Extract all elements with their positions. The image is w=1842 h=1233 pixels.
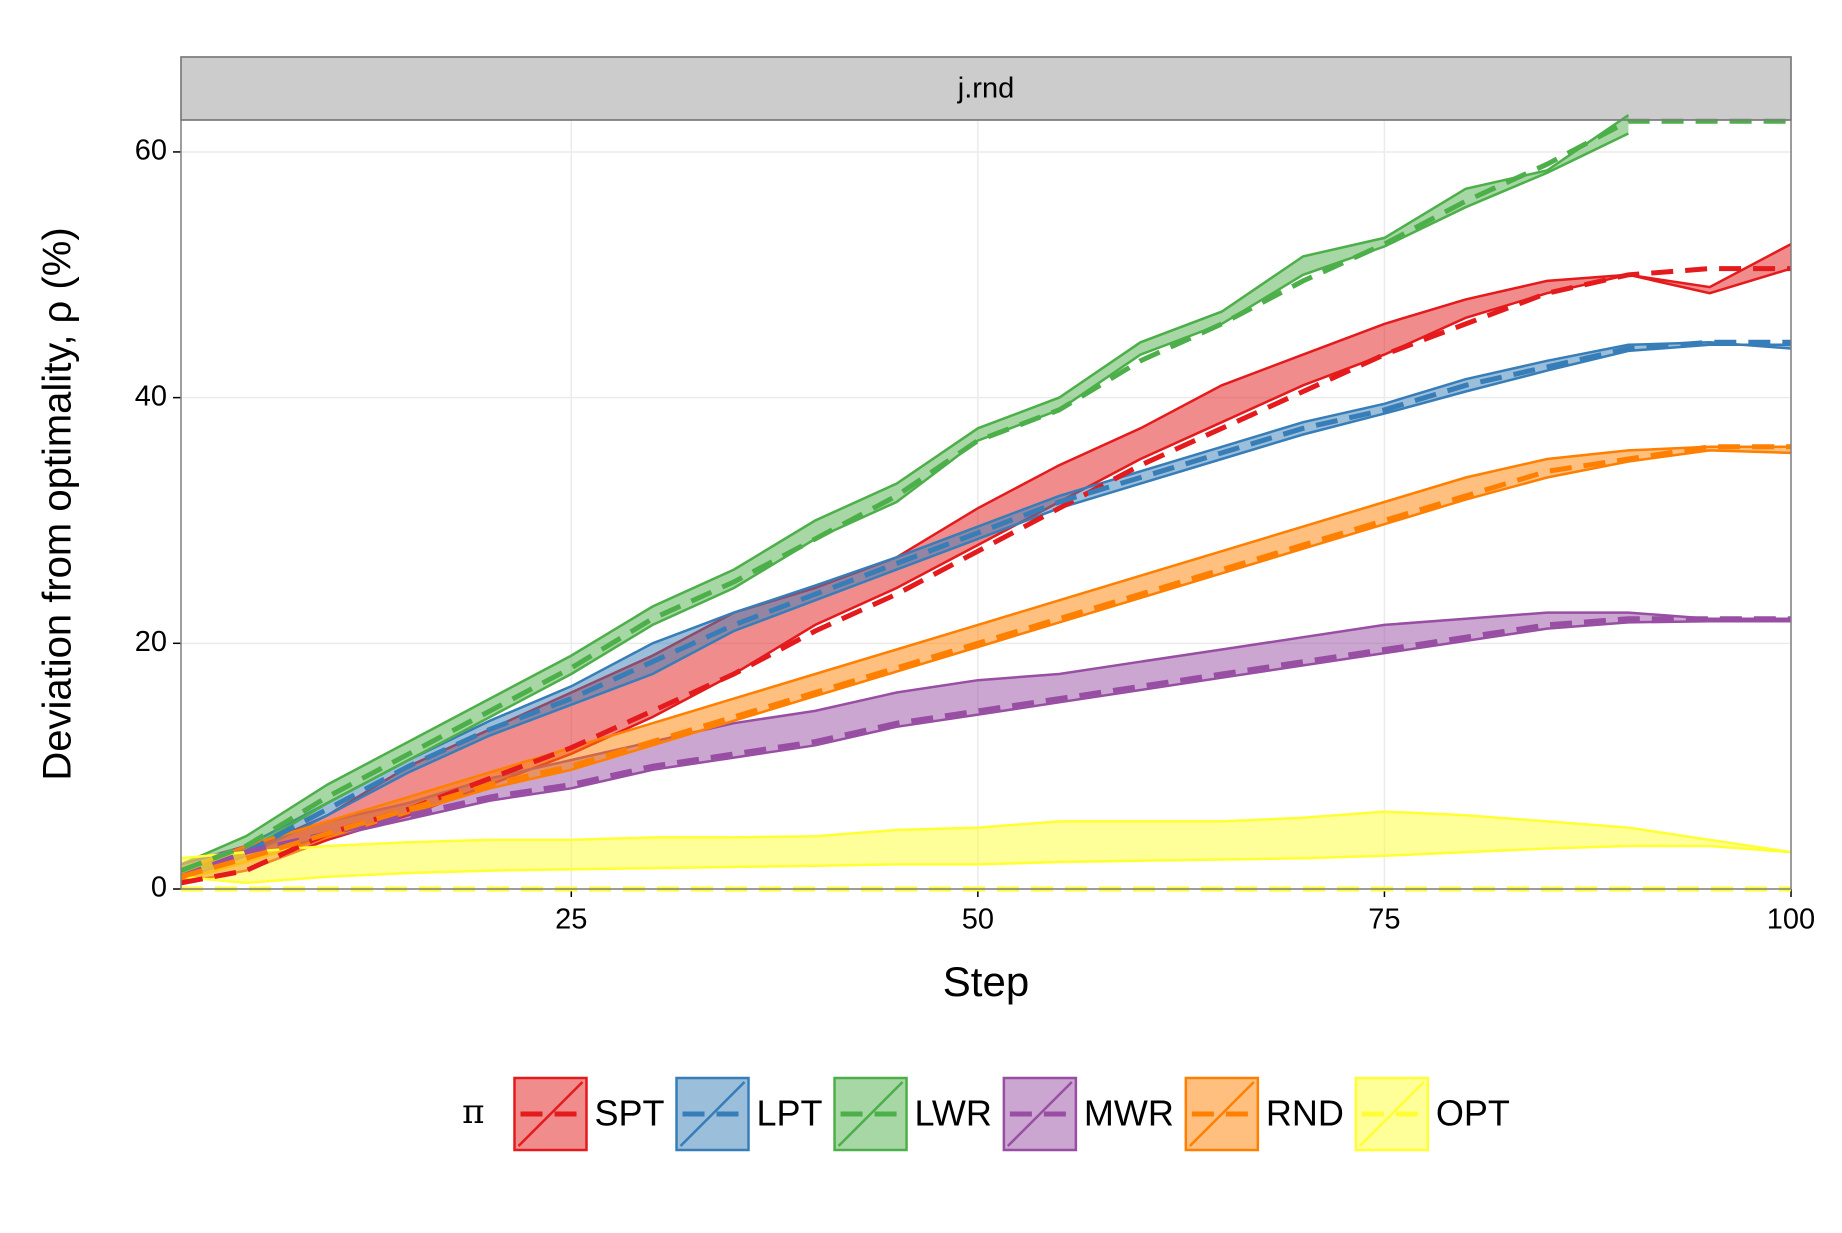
legend-item: LPT — [675, 1076, 823, 1152]
mean-line — [180, 266, 1791, 886]
x-tick-label: 100 — [1767, 904, 1815, 936]
ribbon-lower — [180, 619, 1791, 881]
legend-label: OPT — [1436, 1093, 1510, 1134]
legend-item: RND — [1184, 1076, 1344, 1152]
y-tick-label: 40 — [135, 380, 167, 412]
ribbon — [181, 811, 1791, 883]
y-tick-label: 20 — [135, 626, 167, 658]
ribbon-lower — [180, 844, 1792, 885]
mean-line — [180, 444, 1791, 880]
ribbon-lower — [180, 132, 1629, 876]
legend-label: SPT — [595, 1093, 665, 1134]
y-tick-label: 0 — [151, 872, 167, 904]
x-tick-label: 50 — [962, 904, 994, 936]
strip-label: j.rnd — [957, 73, 1014, 105]
legend-label: LWR — [915, 1093, 992, 1134]
strip — [180, 56, 1792, 121]
legend-key-ribbon — [1006, 1081, 1073, 1147]
legend-item: MWR — [1002, 1076, 1174, 1152]
legend-title: π — [462, 1092, 484, 1132]
ribbon — [181, 244, 1791, 883]
ribbon-lower — [180, 449, 1792, 882]
legend-item: SPT — [513, 1076, 665, 1152]
legend-key-ribbon — [1188, 1081, 1255, 1147]
ribbon-lower — [180, 343, 1791, 881]
y-tick-label: 60 — [135, 135, 167, 167]
mean-line — [180, 118, 1791, 873]
ribbon-upper — [180, 810, 1792, 860]
legend: π SPT LPT LWR MWR RND OPT — [462, 1076, 1510, 1152]
mean-line — [180, 339, 1791, 880]
ribbon-upper — [180, 445, 1791, 872]
legend-item: OPT — [1354, 1076, 1510, 1152]
legend-key-ribbon — [1358, 1081, 1425, 1147]
legend-key-ribbon — [517, 1081, 584, 1147]
ribbon-upper — [180, 114, 1630, 866]
x-tick-label: 25 — [555, 904, 587, 936]
legend-label: LPT — [757, 1093, 823, 1134]
y-axis-title: Deviation from optimality, ρ (%) — [36, 227, 80, 780]
strip-border — [180, 56, 1792, 121]
legend-item: LWR — [833, 1076, 992, 1152]
legend-label: MWR — [1084, 1093, 1174, 1134]
mean-line — [180, 616, 1791, 880]
x-tick-label: 75 — [1368, 904, 1400, 936]
legend-key-ribbon — [837, 1081, 904, 1147]
legend-label: RND — [1266, 1093, 1344, 1134]
x-axis-title: Step — [943, 958, 1029, 1005]
legend-key-ribbon — [679, 1081, 746, 1147]
